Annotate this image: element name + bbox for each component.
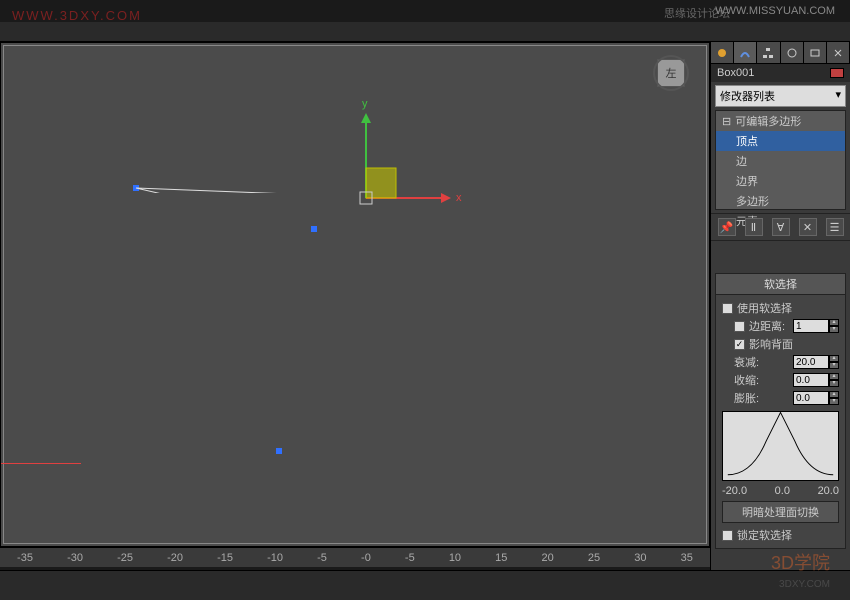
use-soft-select-checkbox[interactable] [722,303,733,314]
vertex[interactable] [311,226,317,232]
view-cube[interactable]: 左 [653,55,689,91]
soft-selection-body: 使用软选择 边距离: ▴▾ ✓ 影响背面 衰减: ▴▾ 收缩: ▴▾ [715,295,846,549]
lock-soft-select-checkbox[interactable] [722,530,733,541]
make-unique-icon[interactable]: ∀ [772,218,790,236]
affect-backface-row[interactable]: ✓ 影响背面 [722,335,839,353]
axis-x-label: x [456,192,462,204]
transform-gizmo[interactable]: x y [356,143,476,263]
hierarchy-tab[interactable] [757,42,780,63]
stack-root[interactable]: ⊟可编辑多边形 [716,111,845,131]
watermark-bottomright: 3D学院 [771,549,830,575]
falloff-input[interactable] [793,355,829,369]
falloff-axis-labels: -20.0 0.0 20.0 [722,485,839,497]
stack-polygon[interactable]: 多边形 [716,191,845,211]
chevron-down-icon: ▾ [835,88,841,104]
timeline-ruler[interactable]: -35-30-25 -20-15-10 -5-0-5 101520 253035 [0,547,710,567]
lock-soft-select-row[interactable]: 锁定软选择 [722,526,839,544]
status-bar [0,570,850,600]
watermark-topright-url: WWW.MISSYUAN.COM [715,5,835,17]
vertex[interactable] [276,448,282,454]
remove-mod-icon[interactable]: ✕ [799,218,817,236]
edge-distance-spinner[interactable]: ▴▾ [793,319,839,333]
show-result-icon[interactable]: Ⅱ [745,218,763,236]
object-color-swatch[interactable] [830,68,844,78]
ground-line [1,463,81,464]
bubble-label: 膨胀: [734,390,759,406]
object-name-field[interactable]: Box001 [711,64,850,82]
pin-stack-icon[interactable]: 📌 [718,218,736,236]
object-name-text: Box001 [717,67,754,79]
create-tab[interactable] [711,42,734,63]
command-panel: Box001 修改器列表 ▾ ⊟可编辑多边形 顶点 边 边界 多边形 元素 📌 … [710,42,850,570]
edge-distance-input[interactable] [793,319,829,333]
falloff-label: 衰减: [734,354,759,370]
stack-tools: 📌 Ⅱ ∀ ✕ ☰ [711,213,850,241]
edge-distance-row[interactable]: 边距离: ▴▾ [722,317,839,335]
modifier-list-dropdown[interactable]: 修改器列表 ▾ [715,85,846,107]
display-tab[interactable] [804,42,827,63]
viewport[interactable]: 左 x y [0,42,710,547]
configure-icon[interactable]: ☰ [826,218,844,236]
panel-tabs [711,42,850,64]
pinch-input[interactable] [793,373,829,387]
bubble-spinner[interactable]: ▴▾ [793,391,839,405]
stack-border[interactable]: 边界 [716,171,845,191]
pinch-spinner[interactable]: ▴▾ [793,373,839,387]
watermark-topleft: WWW.3DXY.COM [12,8,142,23]
polygon-edges [1,43,301,193]
bubble-input[interactable] [793,391,829,405]
stack-edge[interactable]: 边 [716,151,845,171]
utilities-tab[interactable] [827,42,850,63]
modify-tab[interactable] [734,42,757,63]
falloff-spinner[interactable]: ▴▾ [793,355,839,369]
affect-backface-checkbox[interactable]: ✓ [734,339,745,350]
pinch-label: 收缩: [734,372,759,388]
stack-vertex[interactable]: 顶点 [716,131,845,151]
soft-selection-header[interactable]: 软选择 [715,273,846,295]
motion-tab[interactable] [781,42,804,63]
cube-ring [653,55,689,91]
watermark-bottomright-url: 3DXY.COM [779,579,830,590]
use-soft-select-row[interactable]: 使用软选择 [722,299,839,317]
shaded-toggle-button[interactable]: 明暗处理面切换 [722,501,839,523]
axis-y-label: y [362,98,368,110]
falloff-graph [722,411,839,481]
top-toolbar [0,22,850,42]
modifier-stack[interactable]: ⊟可编辑多边形 顶点 边 边界 多边形 元素 [715,110,846,210]
edge-distance-checkbox[interactable] [734,321,745,332]
